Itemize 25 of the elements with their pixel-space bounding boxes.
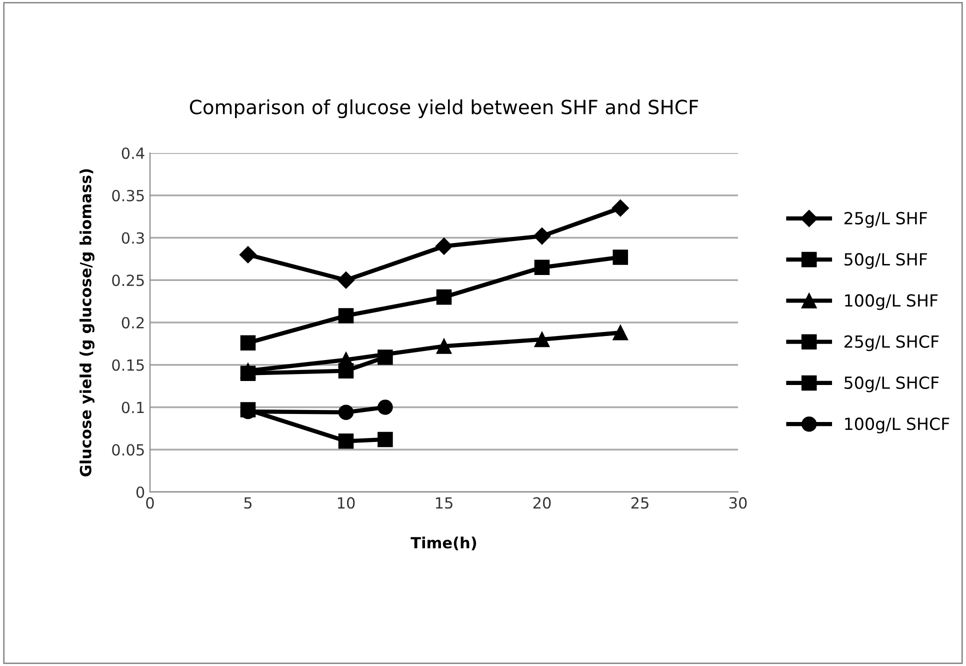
x-axis-title: Time(h) bbox=[410, 536, 476, 550]
legend-label: 25g/L SHCF bbox=[844, 335, 939, 352]
y-tick-label: 0.2 bbox=[122, 316, 144, 329]
x-tick-label: 30 bbox=[729, 497, 747, 509]
x-tick-label: 10 bbox=[338, 497, 355, 509]
x-tick-label: 25 bbox=[631, 497, 648, 509]
legend-label: 100g/L SHCF bbox=[845, 418, 950, 434]
legend-label: 50g/L SHF bbox=[844, 253, 927, 269]
y-tick-label: 0.35 bbox=[112, 190, 144, 202]
x-tick-label: 0 bbox=[146, 497, 154, 509]
y-tick-label: 0.3 bbox=[122, 232, 144, 244]
y-tick-label: 0.05 bbox=[112, 444, 144, 456]
x-tick-label: 15 bbox=[436, 497, 452, 509]
y-tick-label: 0.1 bbox=[122, 402, 144, 414]
chart-title: Comparison of glucose yield between SHF and SHCF bbox=[190, 99, 698, 118]
x-tick-label: 5 bbox=[244, 497, 252, 509]
legend-label: 25g/L SHF bbox=[844, 212, 927, 228]
x-tick-label: 20 bbox=[533, 497, 551, 509]
y-tick-label: 0 bbox=[136, 486, 144, 498]
y-axis-title: Glucose yield (g glucose/g biomass) bbox=[80, 169, 94, 476]
y-tick-label: 0.4 bbox=[122, 147, 144, 160]
legend-label: 100g/L SHF bbox=[845, 294, 938, 310]
y-tick-label: 0.25 bbox=[112, 274, 144, 286]
y-tick-label: 0.15 bbox=[112, 359, 144, 371]
legend-label: 50g/L SHCF bbox=[844, 376, 939, 392]
